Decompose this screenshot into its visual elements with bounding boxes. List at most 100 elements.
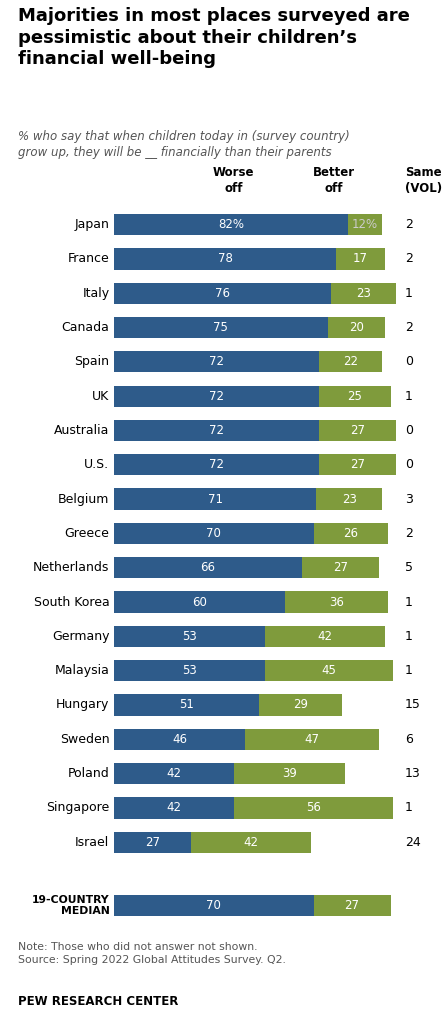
Text: PEW RESEARCH CENTER: PEW RESEARCH CENTER xyxy=(18,995,178,1009)
Text: 2: 2 xyxy=(405,321,413,334)
Text: 51: 51 xyxy=(179,698,194,711)
Bar xyxy=(114,248,336,270)
Text: 1: 1 xyxy=(405,389,413,403)
Text: 42: 42 xyxy=(243,836,258,848)
Text: 72: 72 xyxy=(209,424,224,437)
Bar xyxy=(114,557,302,578)
Bar xyxy=(114,763,234,784)
Bar xyxy=(114,625,265,647)
Bar xyxy=(319,420,396,442)
Text: 25: 25 xyxy=(347,389,362,403)
Text: 56: 56 xyxy=(306,801,321,815)
Text: Canada: Canada xyxy=(62,321,109,334)
Text: % who say that when children today in (survey country)
grow up, they will be __ : % who say that when children today in (s… xyxy=(18,130,350,158)
Text: Hungary: Hungary xyxy=(56,698,109,711)
Bar xyxy=(234,797,393,819)
Text: 70: 70 xyxy=(206,899,221,913)
Text: U.S.: U.S. xyxy=(84,458,109,471)
Bar xyxy=(265,660,393,682)
Text: 1: 1 xyxy=(405,664,413,678)
Text: 66: 66 xyxy=(200,561,215,574)
Text: 27: 27 xyxy=(350,458,365,471)
Text: Majorities in most places surveyed are
pessimistic about their children’s
financ: Majorities in most places surveyed are p… xyxy=(18,7,410,68)
Text: Malaysia: Malaysia xyxy=(54,664,109,678)
Text: Germany: Germany xyxy=(52,630,109,643)
Text: 82%: 82% xyxy=(218,218,244,231)
Bar xyxy=(114,592,285,612)
Text: 27: 27 xyxy=(350,424,365,437)
Text: 20: 20 xyxy=(349,321,364,334)
Text: 42: 42 xyxy=(166,768,181,780)
Text: 75: 75 xyxy=(213,321,228,334)
Text: 70: 70 xyxy=(206,527,221,540)
Text: 2: 2 xyxy=(405,527,413,540)
Text: 47: 47 xyxy=(305,733,320,746)
Text: 27: 27 xyxy=(145,836,160,848)
Bar xyxy=(336,248,385,270)
Text: 26: 26 xyxy=(343,527,358,540)
Bar xyxy=(265,625,385,647)
Bar xyxy=(114,385,319,407)
Bar xyxy=(114,283,330,304)
Text: 19-COUNTRY
MEDIAN: 19-COUNTRY MEDIAN xyxy=(32,895,109,917)
Text: Note: Those who did not answer not shown.
Source: Spring 2022 Global Attitudes S: Note: Those who did not answer not shown… xyxy=(18,942,286,965)
Text: 13: 13 xyxy=(405,768,421,780)
Text: Sweden: Sweden xyxy=(60,733,109,746)
Text: 17: 17 xyxy=(353,252,368,266)
Text: Netherlands: Netherlands xyxy=(33,561,109,574)
Text: 6: 6 xyxy=(405,733,413,746)
Bar xyxy=(114,489,316,510)
Text: 76: 76 xyxy=(215,287,230,299)
Text: 27: 27 xyxy=(333,561,348,574)
Bar xyxy=(114,660,265,682)
Text: 29: 29 xyxy=(293,698,308,711)
Text: Italy: Italy xyxy=(83,287,109,299)
Bar xyxy=(114,895,314,917)
Text: 45: 45 xyxy=(322,664,337,678)
Bar xyxy=(245,729,379,750)
Bar xyxy=(114,694,259,715)
Text: 5: 5 xyxy=(405,561,413,574)
Text: Same
(VOL): Same (VOL) xyxy=(405,167,442,195)
Text: 27: 27 xyxy=(345,899,359,913)
Text: 36: 36 xyxy=(329,596,344,608)
Bar xyxy=(285,592,388,612)
Text: Australia: Australia xyxy=(54,424,109,437)
Text: 72: 72 xyxy=(209,389,224,403)
Text: Singapore: Singapore xyxy=(46,801,109,815)
Text: 1: 1 xyxy=(405,630,413,643)
Bar xyxy=(114,454,319,475)
Text: 23: 23 xyxy=(342,493,357,506)
Bar xyxy=(328,317,385,338)
Bar xyxy=(114,832,191,852)
Text: 71: 71 xyxy=(207,493,223,506)
Text: UK: UK xyxy=(92,389,109,403)
Bar xyxy=(114,797,234,819)
Bar xyxy=(348,214,382,235)
Text: 0: 0 xyxy=(405,458,413,471)
Bar xyxy=(114,729,245,750)
Text: 24: 24 xyxy=(405,836,421,848)
Text: Better
off: Better off xyxy=(313,167,355,195)
Text: 42: 42 xyxy=(166,801,181,815)
Text: 72: 72 xyxy=(209,458,224,471)
Bar xyxy=(259,694,342,715)
Text: 1: 1 xyxy=(405,596,413,608)
Text: 2: 2 xyxy=(405,218,413,231)
Text: 72: 72 xyxy=(209,356,224,368)
Text: Poland: Poland xyxy=(68,768,109,780)
Text: Israel: Israel xyxy=(75,836,109,848)
Bar xyxy=(302,557,379,578)
Text: 3: 3 xyxy=(405,493,413,506)
Bar xyxy=(234,763,345,784)
Text: Worse
off: Worse off xyxy=(213,167,254,195)
Bar xyxy=(114,523,314,544)
Text: Japan: Japan xyxy=(74,218,109,231)
Text: 12%: 12% xyxy=(352,218,378,231)
Bar xyxy=(316,489,382,510)
Bar xyxy=(114,317,328,338)
Text: 60: 60 xyxy=(192,596,207,608)
Bar xyxy=(191,832,311,852)
Text: Spain: Spain xyxy=(74,356,109,368)
Bar xyxy=(314,523,388,544)
